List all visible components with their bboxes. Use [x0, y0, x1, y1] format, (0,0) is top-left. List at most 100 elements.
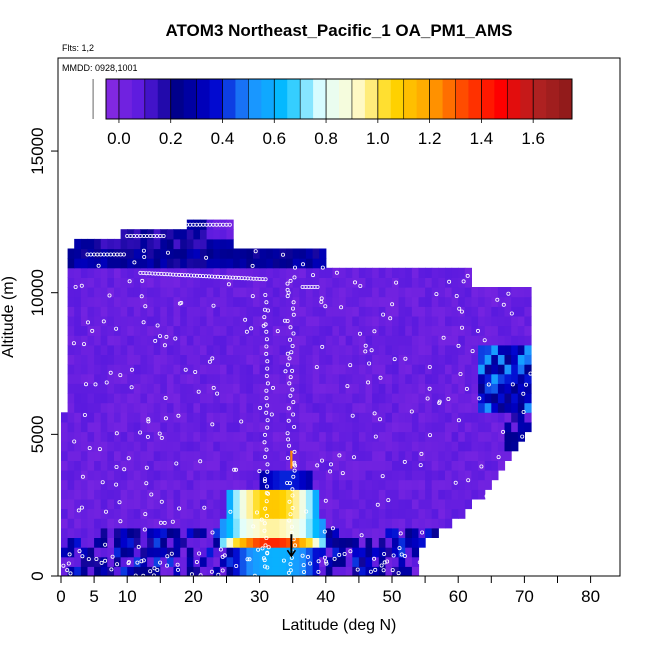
- sample-point: [441, 335, 446, 340]
- heatmap-cell: [279, 460, 287, 471]
- heatmap-cell: [173, 306, 181, 317]
- heatmap-cell: [120, 364, 128, 375]
- heatmap-cell: [180, 248, 188, 259]
- sample-point: [290, 387, 295, 392]
- heatmap-cell: [140, 537, 148, 548]
- heatmap-cell: [458, 508, 466, 519]
- heatmap-cell: [147, 450, 155, 461]
- heatmap-cell: [213, 325, 221, 336]
- heatmap-cell: [94, 421, 102, 433]
- heatmap-cell: [147, 393, 155, 404]
- heatmap-cell: [312, 373, 320, 384]
- heatmap-cell: [305, 421, 314, 433]
- sample-point: [265, 381, 270, 386]
- heatmap-cell: [312, 479, 320, 490]
- heatmap-cell: [107, 556, 115, 567]
- heatmap-cell: [312, 489, 320, 500]
- sample-point: [466, 478, 471, 483]
- heatmap-cell: [438, 421, 446, 433]
- sample-point: [79, 505, 84, 510]
- heatmap-cell: [173, 421, 181, 433]
- heatmap-cell: [418, 518, 426, 529]
- heatmap-cell: [471, 470, 479, 481]
- heatmap-cell: [339, 527, 347, 538]
- heatmap-cell: [425, 335, 433, 346]
- heatmap-cell: [524, 364, 532, 375]
- heatmap-cell: [180, 344, 188, 355]
- heatmap-cell: [127, 325, 135, 336]
- heatmap-cell: [74, 479, 82, 490]
- heatmap-cell: [378, 441, 386, 452]
- heatmap-cell: [345, 373, 353, 384]
- heatmap-cell: [186, 364, 194, 375]
- heatmap-cell: [253, 537, 261, 548]
- sample-point: [382, 560, 387, 565]
- heatmap-cell: [385, 335, 393, 346]
- heatmap-cell: [286, 383, 294, 394]
- heatmap-cell: [398, 556, 406, 567]
- heatmap-cell: [193, 344, 201, 355]
- sample-point: [163, 395, 168, 400]
- sample-point: [265, 425, 270, 430]
- heatmap-cell: [147, 498, 155, 510]
- heatmap-cell: [200, 412, 208, 423]
- heatmap-cell: [259, 470, 267, 481]
- sample-point: [142, 527, 147, 532]
- heatmap-cell: [345, 470, 353, 481]
- heatmap-cell: [114, 287, 122, 298]
- heatmap-cell: [200, 393, 208, 404]
- heatmap-cell: [365, 479, 373, 490]
- heatmap-cell: [398, 479, 406, 490]
- heatmap-cell: [319, 547, 327, 558]
- sample-point: [291, 474, 296, 479]
- heatmap-cell: [206, 325, 214, 336]
- heatmap-cell: [147, 383, 155, 394]
- sample-point: [265, 308, 270, 313]
- heatmap-cell: [471, 287, 479, 298]
- heatmap-cell: [292, 402, 300, 413]
- heatmap-cell: [206, 498, 214, 510]
- heatmap-cell: [233, 412, 241, 423]
- sample-point: [239, 419, 244, 424]
- heatmap-cell: [279, 566, 287, 576]
- heatmap-cell: [186, 248, 194, 259]
- heatmap-cell: [286, 450, 294, 461]
- heatmap-cell: [445, 479, 453, 490]
- sample-point: [164, 563, 169, 568]
- heatmap-cell: [219, 547, 228, 558]
- sample-point: [138, 430, 143, 435]
- heatmap-cell: [458, 431, 466, 442]
- heatmap-cell: [312, 527, 320, 538]
- heatmap-cell: [312, 258, 320, 269]
- sample-point: [211, 385, 216, 390]
- heatmap-cell: [438, 450, 446, 461]
- sample-point: [108, 370, 113, 375]
- sample-point: [496, 455, 501, 460]
- heatmap-cell: [226, 566, 234, 576]
- heatmap-cell: [504, 325, 512, 336]
- heatmap-cell: [445, 325, 453, 336]
- heatmap-cell: [319, 566, 327, 576]
- heatmap-cell: [206, 393, 214, 404]
- heatmap-cell: [80, 315, 89, 327]
- heatmap-cell: [378, 547, 386, 558]
- heatmap-cell: [193, 335, 201, 346]
- heatmap-cell: [431, 335, 439, 346]
- heatmap-cell: [160, 277, 168, 288]
- heatmap-cell: [305, 547, 314, 558]
- heatmap-cell: [484, 373, 492, 384]
- heatmap-cell: [233, 431, 241, 442]
- heatmap-cell: [305, 431, 314, 442]
- heatmap-cell: [299, 325, 307, 336]
- heatmap-cell: [153, 306, 161, 317]
- heatmap-cell: [94, 527, 102, 538]
- heatmap-cell: [372, 441, 380, 452]
- heatmap-cell: [226, 277, 234, 288]
- heatmap-cell: [378, 325, 386, 336]
- heatmap-cell: [292, 344, 300, 355]
- heatmap-cell: [87, 450, 95, 461]
- sample-point: [155, 323, 160, 328]
- heatmap-cell: [160, 566, 168, 576]
- heatmap-cell: [266, 393, 274, 404]
- heatmap-cell: [325, 344, 333, 355]
